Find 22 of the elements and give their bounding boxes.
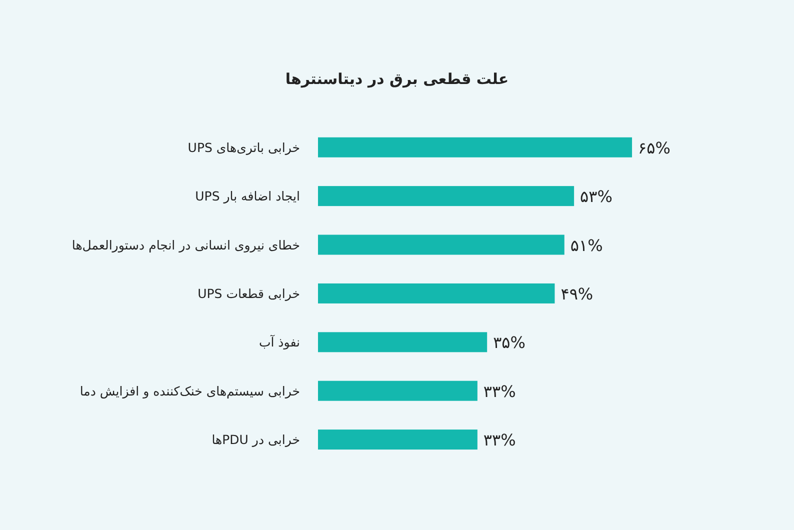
data-label: ۳۳% [483,382,516,401]
data-label: ۵۳% [580,187,612,206]
bar [318,430,478,450]
data-label: ۵۱% [570,236,603,255]
bar [318,283,555,304]
y-tick-label: خرابی قطعات UPS [198,286,300,302]
chart-title: علت قطعی برق در دیتاسنترها [285,70,509,88]
y-tick-label: خطای نیروی انسانی در انجام دستورالعمل‌ها [72,237,300,254]
y-tick-label: خرابی باتری‌های UPS [188,140,300,156]
bar [318,186,574,206]
data-label: ۳۵% [493,333,526,352]
bar [318,380,478,401]
bar [318,137,632,158]
bar [318,234,564,255]
y-tick-label: خرابی در PDUها [212,432,300,448]
data-label: ۶۵% [638,138,670,158]
y-tick-label: نفوذ آب [258,334,300,351]
y-tick-label: خرابی سیستم‌های خنک‌کننده و افزایش دما [80,383,300,400]
bar [318,332,488,352]
y-tick-label: ایجاد اضافه بار UPS [195,188,300,205]
data-label: ۳۳% [483,430,516,450]
data-label: ۴۹% [560,284,594,304]
